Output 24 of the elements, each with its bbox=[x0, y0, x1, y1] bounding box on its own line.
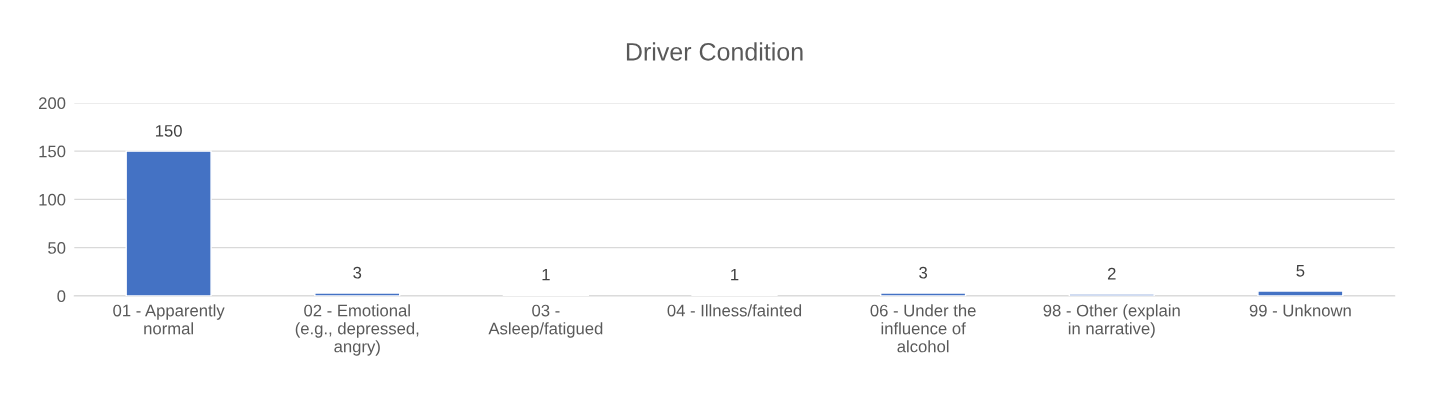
bar bbox=[879, 292, 967, 296]
data-label: 2 bbox=[1107, 267, 1116, 280]
x-tick-label: 98 - Other (explain in narrative) bbox=[1043, 304, 1180, 338]
x-tick-label: 04 - Illness/fainted bbox=[667, 304, 802, 317]
x-tick-label: 02 - Emotional (e.g., depressed, angry) bbox=[295, 304, 419, 356]
x-tick-label: 06 - Under the influence of alcohol bbox=[870, 304, 976, 353]
data-label: 5 bbox=[1296, 265, 1305, 277]
data-label: 3 bbox=[919, 266, 928, 279]
bar bbox=[125, 150, 212, 296]
y-tick-label: 150 bbox=[39, 145, 66, 158]
bar bbox=[1257, 290, 1344, 296]
data-label: 3 bbox=[353, 266, 362, 279]
y-tick-label: 100 bbox=[39, 193, 66, 206]
bar bbox=[314, 292, 401, 296]
chart-title: Driver Condition bbox=[626, 42, 803, 61]
y-tick-label: 200 bbox=[39, 97, 66, 110]
data-label: 150 bbox=[155, 124, 182, 137]
data-label: 1 bbox=[542, 268, 550, 281]
data-label: 1 bbox=[731, 268, 739, 281]
x-tick-label: 03 - Asleep/fatigued bbox=[488, 304, 603, 338]
x-tick-label: 01 - Apparently normal bbox=[113, 304, 225, 335]
y-tick-label: 50 bbox=[48, 242, 66, 254]
y-tick-label: 0 bbox=[57, 290, 66, 303]
x-tick-label: 99 - Unknown bbox=[1249, 304, 1351, 317]
